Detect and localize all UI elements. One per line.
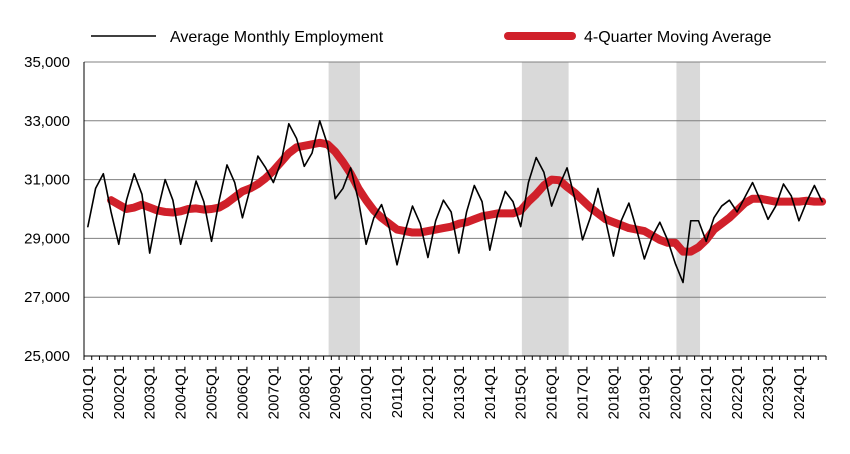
recession-band-0 [328, 62, 360, 356]
series-lines [87, 120, 827, 284]
x-tick-label: 2010Q1 [358, 366, 375, 419]
y-tick-label: 31,000 [24, 172, 70, 189]
x-tick-label: 2017Q1 [575, 366, 592, 419]
recession-band-1 [521, 62, 569, 356]
x-tick-label: 2003Q1 [142, 366, 159, 419]
monthly-employment-line [87, 120, 823, 284]
x-tick-label: 2020Q1 [667, 366, 684, 419]
x-tick-label: 2009Q1 [327, 366, 344, 419]
y-tick-label: 27,000 [24, 289, 70, 306]
x-tick-label: 2007Q1 [265, 366, 282, 419]
x-tick-label: 2014Q1 [482, 366, 499, 419]
recession-band-2 [676, 62, 701, 356]
x-tick-label: 2016Q1 [544, 366, 561, 419]
y-tick-label: 35,000 [24, 54, 70, 71]
x-tick-label: 2008Q1 [296, 366, 313, 419]
y-tick-label: 33,000 [24, 113, 70, 130]
x-tick-label: 2001Q1 [80, 366, 97, 419]
x-tick-label: 2023Q1 [760, 366, 777, 419]
gridlines [84, 61, 826, 298]
moving-average-line [107, 138, 827, 256]
legend-label-moving-average: 4-Quarter Moving Average [584, 29, 771, 46]
x-tick-label: 2011Q1 [389, 366, 406, 418]
y-tick-label: 29,000 [24, 230, 70, 247]
x-tick-label: 2013Q1 [451, 366, 468, 419]
x-tick-label: 2005Q1 [204, 366, 221, 419]
x-tick-label: 2002Q1 [111, 366, 128, 419]
x-tick-label: 2018Q1 [605, 366, 622, 419]
legend-label-monthly: Average Monthly Employment [170, 29, 384, 46]
x-tick-label: 2004Q1 [173, 366, 190, 419]
x-tick-label: 2021Q1 [698, 366, 715, 419]
y-tick-label: 25,000 [24, 348, 70, 365]
axes: 25,000 27,000 29,000 31,000 33,000 35,000 2001… [24, 54, 827, 419]
x-tick-label: 2015Q1 [513, 366, 530, 419]
x-tick-label: 2012Q1 [420, 366, 437, 419]
x-tick-label: 2022Q1 [729, 366, 746, 419]
legend: Average Monthly Employment 4-Quarter Movi… [91, 29, 771, 46]
recession-bands [328, 62, 701, 356]
x-tick-label: 2019Q1 [636, 366, 653, 419]
x-tick-label: 2024Q1 [791, 366, 808, 419]
x-tick-label: 2006Q1 [234, 366, 251, 419]
